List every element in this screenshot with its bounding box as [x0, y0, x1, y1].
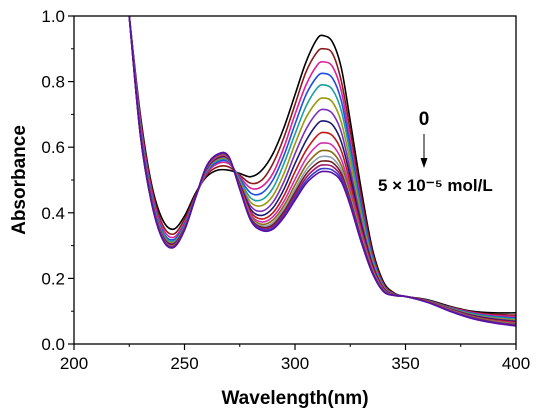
y-tick-label: 0.2 — [41, 269, 65, 288]
down-arrow-icon — [420, 158, 428, 168]
series-layer — [128, 16, 516, 327]
x-tick-label: 300 — [281, 354, 309, 373]
y-axis-title: Absorbance — [9, 125, 30, 235]
series-line-3 — [128, 16, 516, 318]
y-tick-label: 0.8 — [41, 73, 65, 92]
concentration-annotation: 0 5 × 10⁻⁵ mol/L — [378, 109, 493, 195]
annotation-start-label: 0 — [419, 109, 430, 130]
ticks-layer: 200 250 300 350 400 0.0 0.2 0.4 0.6 0.8 1.0 — [41, 7, 530, 373]
x-tick-label: 200 — [60, 354, 88, 373]
x-tick-label: 400 — [502, 354, 530, 373]
x-axis-title: Wavelength(nm) — [221, 388, 368, 409]
y-tick-label: 0.6 — [41, 138, 65, 157]
y-tick-label: 1.0 — [41, 7, 65, 26]
series-line-16 — [128, 16, 516, 327]
y-tick-label: 0.0 — [41, 335, 65, 354]
x-tick-label: 350 — [391, 354, 419, 373]
x-tick-label: 250 — [170, 354, 198, 373]
y-tick-label: 0.4 — [41, 204, 65, 223]
annotation-end-label: 5 × 10⁻⁵ mol/L — [378, 176, 493, 195]
